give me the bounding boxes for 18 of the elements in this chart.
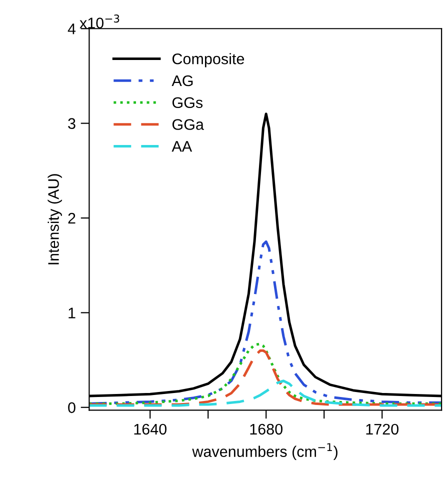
- y-tick-label: 2: [68, 212, 76, 224]
- x-tick-label: 1680: [250, 424, 282, 435]
- legend-label: GGs: [172, 97, 203, 108]
- y-tick-label: 4: [68, 24, 76, 34]
- line-series: [89, 240, 442, 405]
- text: x10$^{−3}$: [80, 14, 120, 28]
- y-tick-label: 0: [68, 402, 76, 414]
- y-axis-title: Intensity (AU): [48, 174, 62, 264]
- line-series: [89, 380, 442, 407]
- x-axis-title: wavenumbers (cm$^{−1}$): [192, 443, 338, 460]
- legend-label: GGa: [172, 119, 204, 130]
- x-tick-label: 1720: [366, 424, 398, 435]
- legend-label: AG: [172, 75, 193, 86]
- legend-label: Composite: [172, 53, 244, 68]
- y-tick-label: 3: [68, 118, 76, 129]
- y-tick-label: 1: [68, 308, 76, 318]
- x-tick-label: 1640: [134, 424, 166, 435]
- legend-label: AA: [172, 141, 192, 152]
